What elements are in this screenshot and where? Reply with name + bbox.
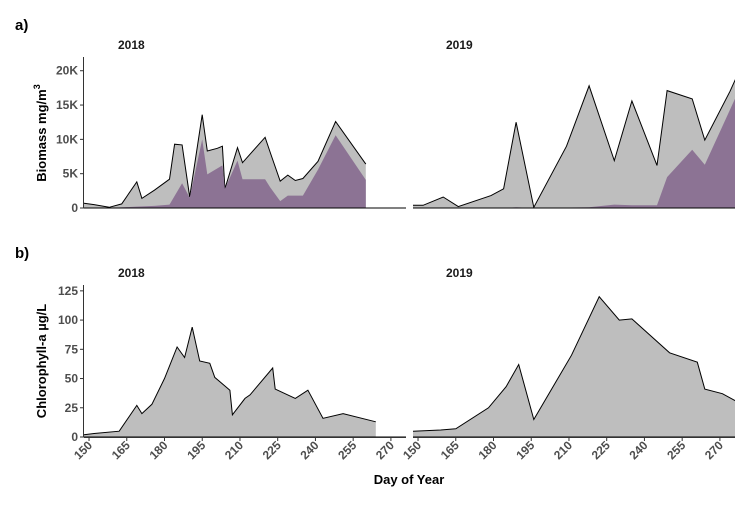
plot-layer: 0 5K 10K 15K 20K 150 165 180 195 210 225 240 255 270 1… xyxy=(56,57,735,462)
y-axis-title-a-superscript: 3 xyxy=(32,84,42,89)
y-tick-label-a-20000: 20K xyxy=(56,64,78,78)
panel-b-tag: b) xyxy=(15,245,29,262)
x-tick-label-2019-150: 150 xyxy=(400,438,424,462)
area-total-a-2019 xyxy=(413,80,735,208)
y-tick-label-b-125: 125 xyxy=(58,284,78,298)
area-total-a-2018 xyxy=(84,114,366,208)
facet-a-2018 xyxy=(84,114,367,208)
x-tick-label-2018-210: 210 xyxy=(222,438,246,462)
facet-b-2018-label: 2018 xyxy=(118,266,145,280)
x-tick-label-2019-240: 240 xyxy=(626,438,650,462)
x-tick-label-2019-195: 195 xyxy=(513,438,537,462)
x-tick-label-2018-225: 225 xyxy=(260,438,284,462)
y-tick-label-b-100: 100 xyxy=(58,313,78,327)
area-subset-a-2019 xyxy=(413,98,735,208)
y-tick-label-b-50: 50 xyxy=(65,372,79,386)
y-tick-label-a-10000: 10K xyxy=(56,132,78,146)
facet-a-2019 xyxy=(413,79,735,208)
facet-b-2018 xyxy=(84,326,376,437)
line-total-a-2018 xyxy=(84,114,367,208)
x-tick-label-2019-255: 255 xyxy=(664,438,688,462)
y-tick-label-b-0: 0 xyxy=(71,430,78,444)
x-tick-label-2019-165: 165 xyxy=(438,438,462,462)
y-axis-title-a: Biomass mg/m3 xyxy=(32,84,49,182)
x-tick-label-2018-270: 270 xyxy=(373,438,397,462)
x-tick-label-2019-270: 270 xyxy=(702,438,726,462)
x-tick-label-2018-255: 255 xyxy=(335,438,359,462)
line-total-b-2018 xyxy=(84,326,376,436)
y-axis-title-b: Chlorophyll-a µg/L xyxy=(34,304,49,418)
facet-b-2019 xyxy=(413,295,735,437)
area-total-b-2018 xyxy=(84,327,376,437)
panel-a-tag: a) xyxy=(15,17,28,34)
y-tick-label-a-15000: 15K xyxy=(56,98,78,112)
x-tick-label-2018-195: 195 xyxy=(184,438,208,462)
area-subset-a-2018 xyxy=(84,135,366,208)
x-tick-label-2019-180: 180 xyxy=(476,438,500,462)
x-axis-title: Day of Year xyxy=(374,472,445,487)
y-tick-label-a-5000: 5K xyxy=(63,167,79,181)
x-tick-label-2019-210: 210 xyxy=(551,438,575,462)
y-tick-label-a-0: 0 xyxy=(71,201,78,215)
y-tick-label-b-75: 75 xyxy=(65,342,79,356)
area-total-b-2019 xyxy=(413,296,735,437)
x-tick-label-2018-240: 240 xyxy=(297,438,321,462)
x-tick-label-2018-180: 180 xyxy=(147,438,171,462)
facet-a-2019-label: 2019 xyxy=(446,38,473,52)
y-tick-label-b-25: 25 xyxy=(65,401,79,415)
x-tick-label-2018-165: 165 xyxy=(109,438,133,462)
facet-a-2018-label: 2018 xyxy=(118,38,145,52)
facet-b-2019-label: 2019 xyxy=(446,266,473,280)
line-total-a-2019 xyxy=(413,79,735,208)
line-total-b-2019 xyxy=(413,295,735,432)
x-tick-label-2019-225: 225 xyxy=(589,438,613,462)
